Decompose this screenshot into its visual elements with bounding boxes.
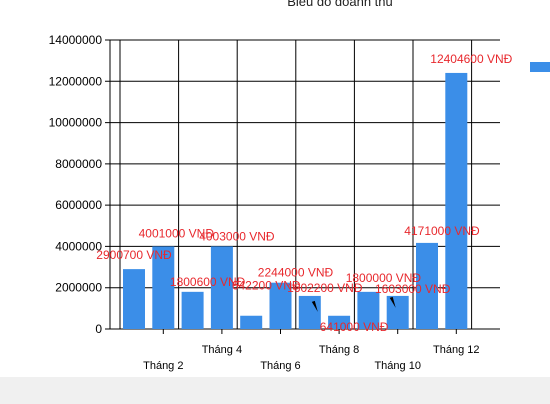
bar-1 [123,269,145,329]
bar-8 [328,315,351,329]
data-label-1: 2900700 VNĐ [96,248,172,262]
data-label-7: 1602200 VNĐ [287,281,363,295]
y-tick-label: 12000000 [49,74,103,88]
data-label-6: 2244000 VNĐ [258,266,334,280]
data-label-3: 1800600 VNĐ [170,275,246,289]
x-tick-label: Tháng 8 [319,344,359,356]
x-tick-label: Tháng 10 [374,360,420,372]
arrow-annotation [389,296,396,308]
chart-svg: 0 2000000 4000000 6000000 8000000 10000000 120… [49,33,550,372]
data-label-8: 641000 VNĐ [320,320,389,334]
y-tick-label: 2000000 [55,281,102,295]
data-label-5: 642200 VNĐ [232,279,301,293]
y-tick-label: 0 [95,322,102,336]
x-tick-label: Tháng 12 [433,344,479,356]
data-label-11: 4171000 VNĐ [404,224,480,238]
y-tick-label: 8000000 [55,157,102,171]
data-label-10: 1603000 VNĐ [375,282,451,296]
y-tick-label: 14000000 [49,33,103,47]
bar-7 [298,295,321,329]
bar-4 [210,246,233,329]
bar-6 [269,282,292,329]
x-tick-label: Tháng 4 [202,344,242,356]
chart-title: Biểu đồ doanh thu [287,0,393,9]
bar-12 [445,72,468,329]
bar-11 [416,242,438,329]
legend-swatch [530,62,550,72]
arrow-annotation [311,300,318,312]
data-label-9: 1800000 VNĐ [346,271,422,285]
status-bar [0,377,550,404]
data-label-4: 4003000 VNĐ [199,229,275,243]
y-tick-label: 4000000 [55,239,102,253]
bar-5 [240,315,263,329]
x-tick-label: Tháng 6 [260,360,300,372]
y-tick-label: 10000000 [49,116,103,130]
y-tick-label: 6000000 [55,198,102,212]
data-label-12: 12404600 VNĐ [430,52,512,66]
data-label-2: 4001000 VNĐ [139,226,215,240]
bar-10 [386,295,409,329]
bar-2 [152,246,175,329]
bar-3 [181,291,204,329]
bar-9 [357,291,380,329]
x-tick-label: Tháng 2 [143,360,183,372]
